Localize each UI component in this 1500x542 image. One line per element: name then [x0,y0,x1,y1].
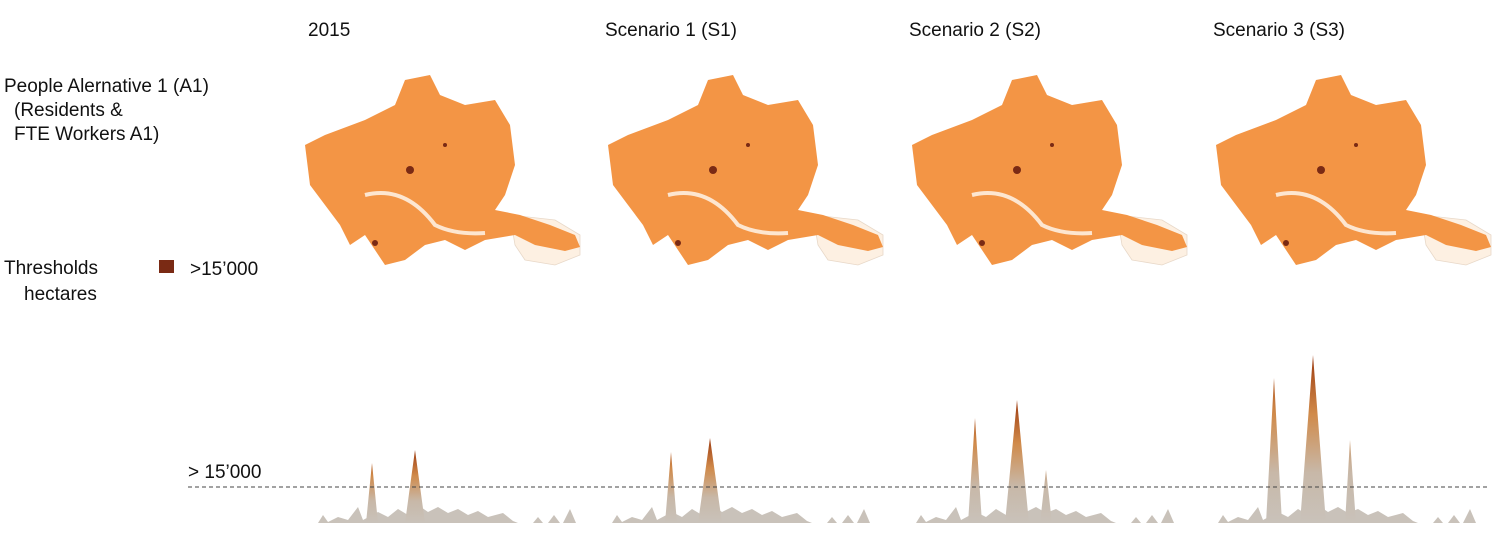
row-label-line: People Alernative 1 (A1) [4,76,209,97]
profile-peak [665,438,722,523]
threshold-label: > 15’000 [188,462,261,483]
map [910,73,1189,267]
legend-swatch [159,260,174,273]
profile [612,505,870,523]
row-label: People Alernative 1 (A1) (Residents & FT… [4,76,209,145]
column-headers: 2015 Scenario 1 (S1) Scenario 2 (S2) Sce… [308,20,1345,41]
map [606,73,885,267]
profiles [318,355,1476,523]
legend: Thresholds hectares >15’000 [4,258,258,305]
map [1214,73,1493,267]
column-header: Scenario 1 (S1) [605,20,737,41]
column-header: Scenario 3 (S3) [1213,20,1345,41]
profile [318,505,576,523]
legend-title: hectares [24,284,97,305]
column-header: 2015 [308,20,350,41]
legend-label: >15’000 [190,259,258,280]
profile-peak [366,450,425,523]
map [303,73,582,267]
profile-peak [1266,355,1356,523]
column-header: Scenario 2 (S2) [909,20,1041,41]
row-label-line: FTE Workers A1) [14,124,159,145]
legend-title: Thresholds [4,258,98,279]
maps [303,73,1493,267]
profile-peak [968,400,1052,523]
row-label-line: (Residents & [14,100,123,121]
